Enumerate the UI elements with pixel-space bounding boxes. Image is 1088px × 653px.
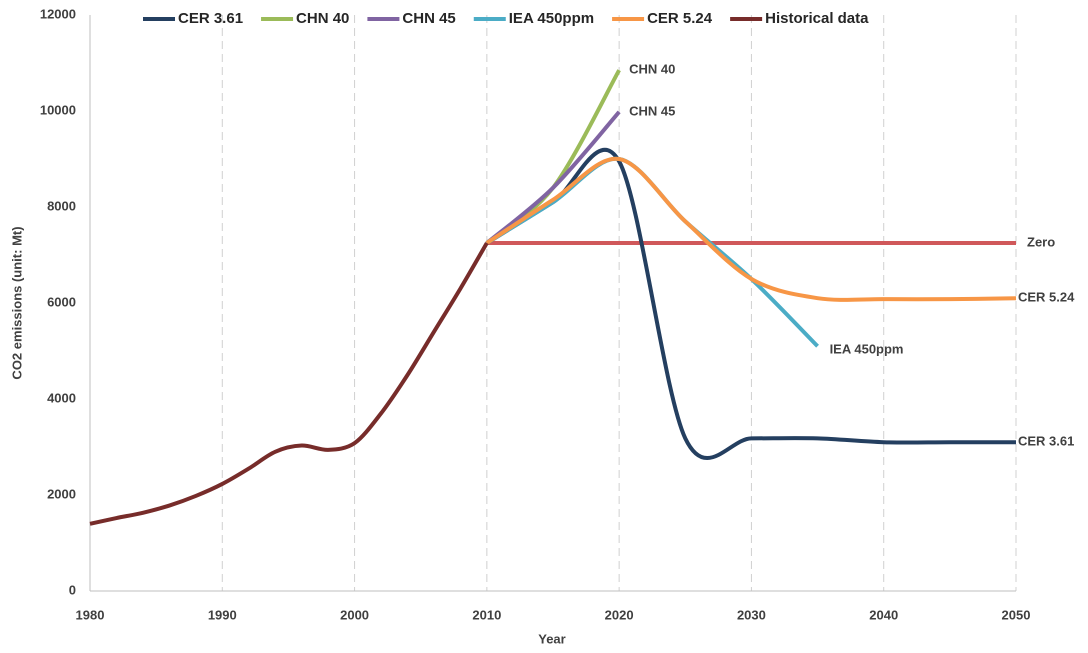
series-end-label: CER 5.24 <box>1018 290 1075 305</box>
series-end-label: IEA 450ppm <box>830 342 904 357</box>
x-tick-label: 2000 <box>340 607 369 622</box>
x-tick-label: 1990 <box>208 607 237 622</box>
legend-label: CHN 45 <box>402 10 455 27</box>
series-end-label: CER 3.61 <box>1018 434 1074 449</box>
y-tick-label: 0 <box>69 582 76 597</box>
y-tick-label: 8000 <box>47 198 76 213</box>
y-tick-label: 6000 <box>47 294 76 309</box>
legend-label: CER 3.61 <box>178 10 243 27</box>
legend-label: Historical data <box>765 10 869 27</box>
y-tick-label: 2000 <box>47 486 76 501</box>
x-tick-label: 1980 <box>76 607 105 622</box>
series-line <box>485 148 1016 460</box>
x-tick-label: 2020 <box>605 607 634 622</box>
y-axis-title: CO2 emissions (unit: Mt) <box>9 226 24 379</box>
series-end-label: Zero <box>1027 234 1055 249</box>
series-end-label: CHN 40 <box>629 62 675 77</box>
x-tick-label: 2030 <box>737 607 766 622</box>
x-tick-label: 2040 <box>869 607 898 622</box>
x-tick-label: 2050 <box>1002 607 1031 622</box>
y-tick-label: 12000 <box>40 6 76 21</box>
legend-label: CHN 40 <box>296 10 349 27</box>
series-end-label: CHN 45 <box>629 103 675 118</box>
series-line <box>485 69 621 245</box>
y-tick-label: 10000 <box>40 102 76 117</box>
series-line <box>485 110 621 245</box>
series-line <box>89 241 489 526</box>
legend-label: IEA 450ppm <box>509 10 594 27</box>
x-axis-title: Year <box>538 631 565 646</box>
series-line <box>485 156 1017 302</box>
legend-label: CER 5.24 <box>647 10 713 27</box>
x-tick-label: 2010 <box>472 607 501 622</box>
y-tick-label: 4000 <box>47 390 76 405</box>
